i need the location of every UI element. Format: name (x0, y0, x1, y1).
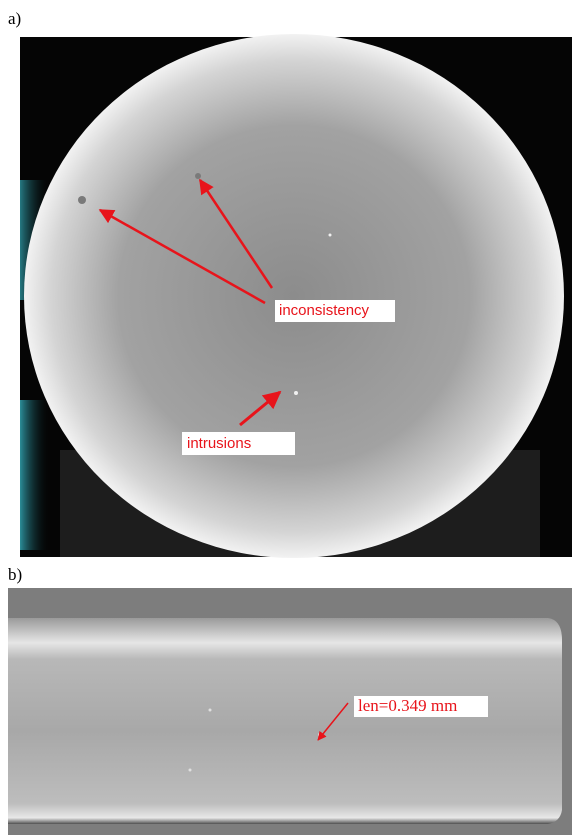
figure: a) inconsistency intrusions b) len=0.349… (0, 0, 572, 835)
annotation-label: len=0.349 mm (358, 696, 457, 715)
page: {"panels": [ {"label": "a)", "annotation… (0, 0, 572, 835)
ct-image-a (20, 34, 572, 558)
panel-label: a) (8, 9, 21, 28)
annotation-label: inconsistency (279, 302, 370, 319)
panel-label: b) (8, 565, 22, 584)
annotation-label: intrusions (187, 435, 251, 452)
